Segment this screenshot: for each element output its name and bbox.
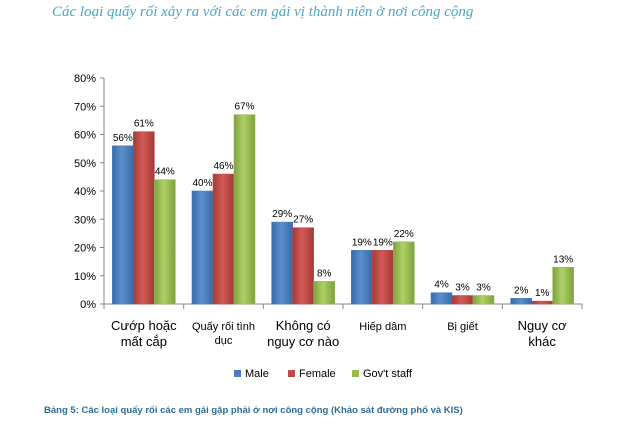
category-label: Cướp hoặc mất cắp bbox=[111, 318, 177, 349]
legend-label-0: Male bbox=[245, 368, 269, 380]
category-label: Hiếp dâm bbox=[359, 321, 406, 333]
bar-male-5 bbox=[510, 298, 532, 305]
bar-male-1 bbox=[191, 190, 214, 305]
bar-male-0 bbox=[112, 145, 134, 305]
category-label: Nguy cơ khác bbox=[518, 318, 567, 349]
bar-male-2 bbox=[271, 221, 293, 305]
y-tick-label: 80% bbox=[74, 73, 96, 85]
legend-swatch-2 bbox=[352, 370, 359, 377]
data-label: 8% bbox=[317, 268, 332, 279]
data-label: 1% bbox=[535, 288, 550, 299]
bar-female-0 bbox=[133, 131, 155, 305]
data-label: 27% bbox=[293, 215, 313, 226]
bar-gov-t-staff-4 bbox=[472, 295, 495, 305]
y-tick-label: 40% bbox=[74, 186, 96, 198]
bar-male-3 bbox=[351, 250, 373, 305]
figure-caption: Bảng 5: Các loại quấy rối các em gái gặp… bbox=[44, 405, 463, 416]
data-label: 29% bbox=[272, 209, 292, 220]
data-label: 56% bbox=[113, 133, 133, 144]
data-label: 19% bbox=[373, 237, 393, 248]
bar-female-5 bbox=[531, 300, 553, 305]
y-tick-label: 10% bbox=[74, 271, 96, 283]
bar-chart: 0% 10% 20% 30% 40% 50% 60% 70% 80% 56% 40% 29% 19% 4… bbox=[74, 73, 583, 380]
data-label: 3% bbox=[455, 283, 470, 294]
y-tick-label: 70% bbox=[74, 101, 96, 113]
bar-gov-t-staff-5 bbox=[552, 266, 574, 305]
category-label: Quấy rối tình dục bbox=[192, 321, 255, 347]
bar-gov-t-staff-0 bbox=[154, 179, 176, 305]
y-tick-label: 30% bbox=[74, 214, 96, 226]
y-tick-label: 60% bbox=[74, 130, 96, 142]
y-tick-label: 50% bbox=[74, 158, 96, 170]
y-tick-label: 0% bbox=[80, 299, 96, 311]
data-label: 4% bbox=[434, 280, 449, 291]
bar-gov-t-staff-1 bbox=[233, 114, 256, 305]
bar-female-3 bbox=[372, 250, 394, 305]
legend-swatch-0 bbox=[234, 370, 241, 377]
data-label: 40% bbox=[192, 178, 212, 189]
data-label: 13% bbox=[553, 254, 573, 265]
bar-female-1 bbox=[212, 173, 235, 305]
legend-label-1: Female bbox=[299, 368, 336, 380]
category-label: Bị giết bbox=[447, 321, 478, 333]
legend-label-2: Gov't staff bbox=[363, 368, 413, 380]
data-label: 3% bbox=[476, 283, 491, 294]
bar-female-2 bbox=[292, 227, 314, 305]
category-label: Không có nguy cơ nào bbox=[267, 318, 339, 349]
data-label: 2% bbox=[514, 285, 529, 296]
chart-title: Các loại quấy rối xảy ra với các em gái … bbox=[52, 4, 474, 20]
data-label: 61% bbox=[134, 119, 154, 130]
data-label: 46% bbox=[213, 161, 233, 172]
bar-male-4 bbox=[430, 292, 453, 305]
data-label: 44% bbox=[155, 167, 175, 178]
y-tick-label: 20% bbox=[74, 243, 96, 255]
data-label: 22% bbox=[394, 229, 414, 240]
data-label: 19% bbox=[352, 237, 372, 248]
bar-gov-t-staff-3 bbox=[393, 241, 415, 305]
legend-swatch-1 bbox=[288, 370, 295, 377]
bar-female-4 bbox=[451, 295, 474, 305]
data-label: 67% bbox=[234, 102, 254, 113]
bar-gov-t-staff-2 bbox=[313, 281, 335, 305]
